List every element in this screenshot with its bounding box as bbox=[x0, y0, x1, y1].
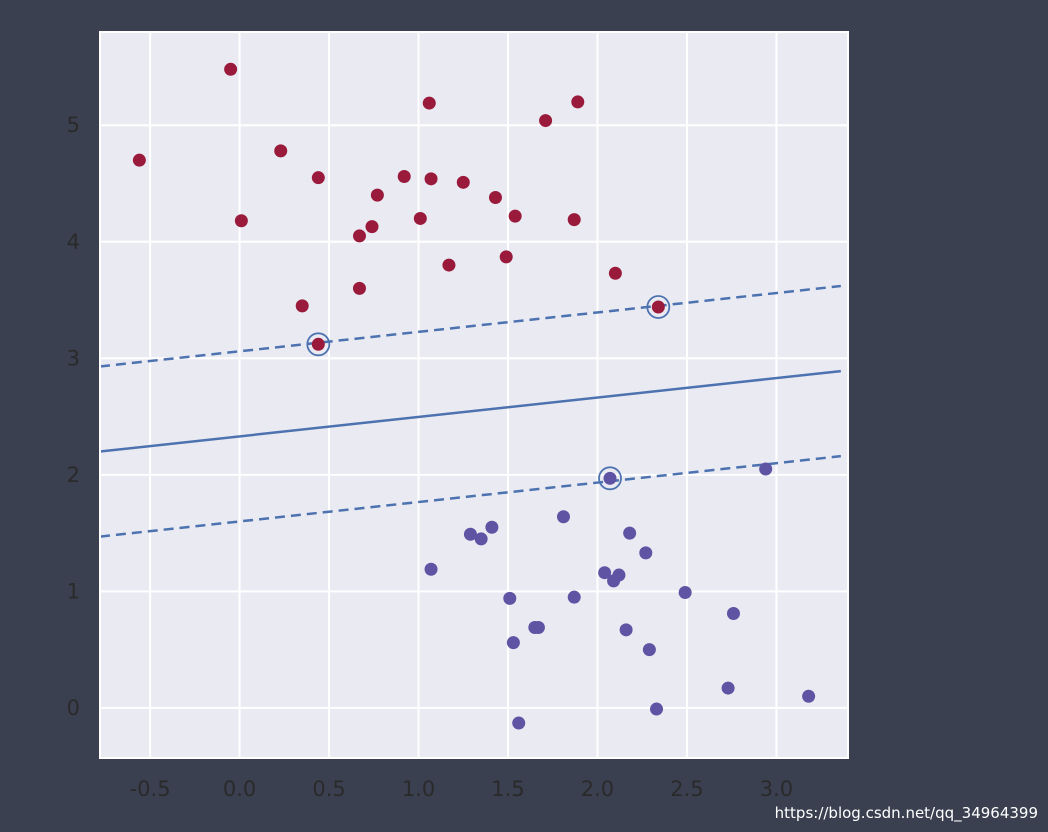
scatter-point-class-2 bbox=[556, 510, 570, 524]
upper-margin-line bbox=[99, 284, 841, 368]
scatter-point-class-2 bbox=[506, 636, 520, 650]
y-tick-labels: 0 1 2 3 4 5 bbox=[67, 113, 80, 720]
scatter-point-class-2 bbox=[623, 526, 637, 540]
y-tick-label: 0 bbox=[67, 696, 80, 720]
scatter-point-class-1 bbox=[571, 95, 585, 109]
x-tick-label: 1.5 bbox=[491, 777, 524, 801]
scatter-point-class-1 bbox=[508, 209, 522, 223]
x-tick-label: 2.0 bbox=[581, 777, 614, 801]
x-tick-label: 3.0 bbox=[760, 777, 793, 801]
scatter-point-class-1 bbox=[224, 62, 238, 76]
scatter-point-class-2 bbox=[726, 606, 740, 620]
scatter-point-class-1 bbox=[311, 337, 325, 351]
scatter-point-class-1 bbox=[567, 213, 581, 227]
scatter-point-class-1 bbox=[413, 211, 427, 225]
scatter-point-class-2 bbox=[759, 462, 773, 476]
grid-lines bbox=[100, 32, 848, 758]
support-vector-ring bbox=[306, 332, 331, 357]
x-tick-label: 1.0 bbox=[402, 777, 435, 801]
y-tick-label: 1 bbox=[67, 579, 80, 603]
plot-border bbox=[99, 31, 849, 759]
scatter-point-class-2 bbox=[619, 623, 633, 637]
scatter-point-class-2 bbox=[424, 562, 438, 576]
scatter-point-class-2 bbox=[678, 586, 692, 600]
scatter-point-class-2 bbox=[603, 471, 617, 485]
scatter-point-class-1 bbox=[365, 220, 379, 234]
scatter-point-class-1 bbox=[422, 96, 436, 110]
data-points bbox=[132, 62, 816, 730]
scatter-point-class-1 bbox=[311, 171, 325, 185]
scatter-point-class-2 bbox=[485, 520, 499, 534]
scatter-point-class-1 bbox=[370, 188, 384, 202]
scatter-point-class-2 bbox=[802, 689, 816, 703]
scatter-point-class-1 bbox=[499, 250, 513, 264]
y-tick-label: 3 bbox=[67, 346, 80, 370]
scatter-point-class-2 bbox=[512, 716, 526, 730]
scatter-point-class-1 bbox=[442, 258, 456, 272]
scatter-point-class-1 bbox=[539, 114, 553, 128]
support-vectors bbox=[306, 295, 671, 491]
scatter-point-class-2 bbox=[642, 643, 656, 657]
scatter-point-class-1 bbox=[352, 229, 366, 243]
scatter-point-class-2 bbox=[639, 546, 653, 560]
scatter-point-class-1 bbox=[424, 172, 438, 186]
x-tick-label: -0.5 bbox=[130, 777, 171, 801]
scatter-point-class-1 bbox=[456, 175, 470, 189]
x-tick-label: 2.5 bbox=[670, 777, 703, 801]
scatter-point-class-1 bbox=[608, 266, 622, 280]
scatter-point-class-1 bbox=[274, 144, 288, 158]
y-tick-label: 2 bbox=[67, 463, 80, 487]
scatter-point-class-1 bbox=[397, 170, 411, 184]
support-vector-ring bbox=[646, 295, 671, 319]
scatter-point-class-1 bbox=[295, 299, 309, 313]
scatter-point-class-2 bbox=[531, 620, 545, 634]
x-tick-label: 0.5 bbox=[312, 777, 345, 801]
support-vector-ring bbox=[598, 466, 622, 491]
scatter-point-class-2 bbox=[612, 568, 626, 582]
scatter-point-class-2 bbox=[463, 527, 477, 541]
scatter-point-class-1 bbox=[488, 190, 502, 204]
scatter-point-class-2 bbox=[474, 532, 488, 546]
x-tick-label: 0.0 bbox=[223, 777, 256, 801]
decision-lines bbox=[99, 284, 841, 538]
scatter-point-class-2 bbox=[721, 681, 735, 695]
scatter-point-class-2 bbox=[567, 590, 581, 604]
scatter-point-class-1 bbox=[234, 214, 248, 228]
scatter-point-class-2 bbox=[598, 566, 612, 580]
decision-boundary-line bbox=[99, 369, 841, 453]
scatter-point-class-1 bbox=[352, 281, 366, 295]
x-tick-labels: -0.5 0.0 0.5 1.0 1.5 2.0 2.5 3.0 bbox=[130, 777, 794, 801]
scatter-point-class-1 bbox=[651, 300, 665, 314]
scatter-point-class-2 bbox=[503, 591, 517, 605]
lower-margin-line bbox=[99, 454, 841, 538]
y-tick-label: 5 bbox=[67, 113, 80, 137]
y-tick-label: 4 bbox=[67, 230, 80, 254]
scatter-point-class-1 bbox=[132, 153, 146, 167]
plot-background bbox=[100, 32, 848, 758]
watermark-text: https://blog.csdn.net/qq_34964399 bbox=[774, 804, 1038, 822]
scatter-point-class-2 bbox=[650, 702, 664, 716]
